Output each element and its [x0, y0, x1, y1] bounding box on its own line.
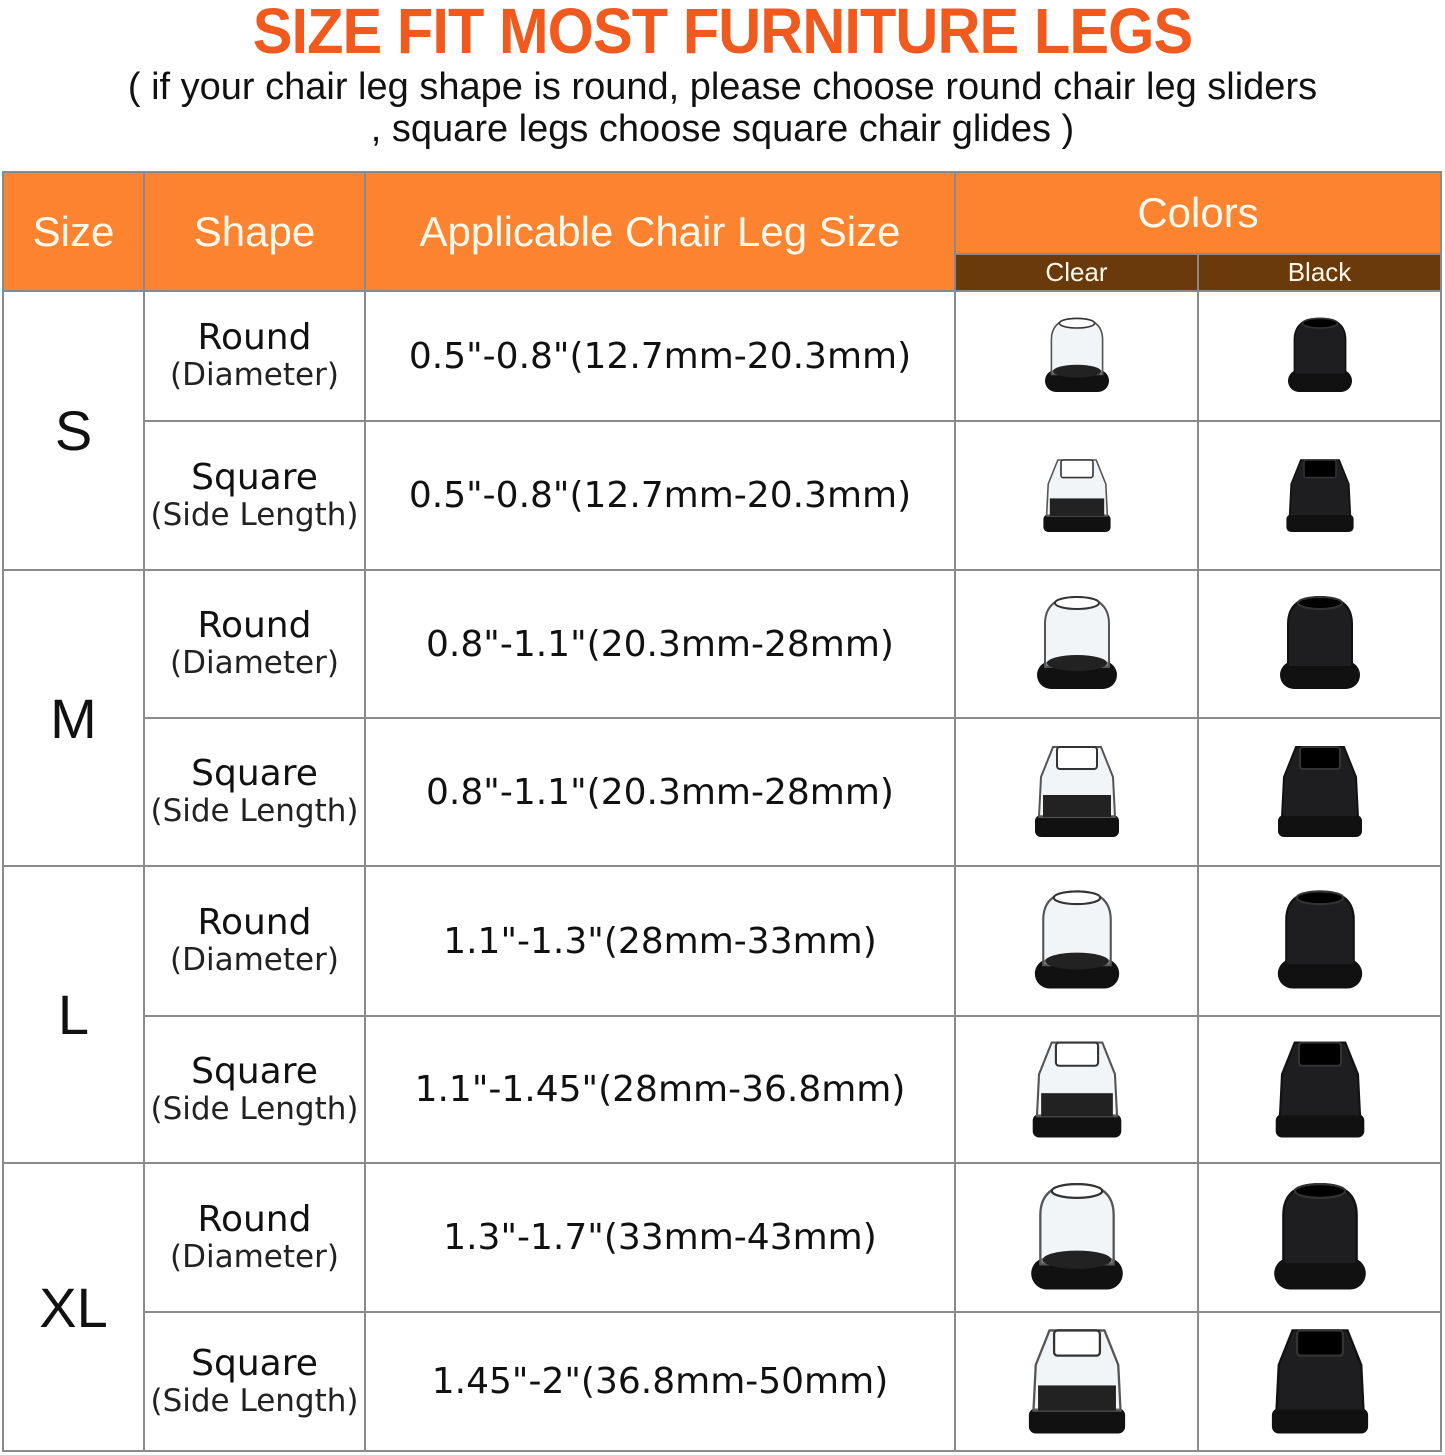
measure-label: (Side Length) [150, 1090, 359, 1127]
black-image-cell [1197, 717, 1442, 867]
header-clear: Clear [954, 253, 1199, 292]
subtitle-line-1: ( if your chair leg shape is round, plea… [127, 66, 1318, 108]
clear-image-cell [954, 1162, 1199, 1313]
round-clear-glide-image [1044, 317, 1109, 392]
round-black-glide-image [1277, 890, 1362, 989]
range-cell: 1.45"-2"(36.8mm-50mm) [364, 1311, 956, 1452]
shape-cell: Round (Diameter) [143, 865, 366, 1017]
table-row: L Round (Diameter) 1.1"-1.3"(28mm-33mm) [2, 865, 1442, 1164]
table-row: Square (Side Length) 0.5"-0.8"(12.7mm-20.3… [3, 420, 1442, 571]
size-cell: S [2, 290, 145, 571]
shape-cell: Square (Side Length) [143, 420, 366, 571]
header-size: Size [2, 171, 145, 292]
table-row: M Round (Diameter) 0.8"-1.1"(20.3mm-28mm) [2, 569, 1442, 867]
shape-label: Round [197, 902, 312, 943]
round-black-glide-image [1287, 317, 1352, 392]
shape-cell: Square (Side Length) [143, 1015, 366, 1164]
range-cell: 0.8"-1.1"(20.3mm-28mm) [364, 569, 956, 719]
range-cell: 0.5"-0.8"(12.7mm-20.3mm) [364, 420, 956, 571]
measure-label: (Side Length) [150, 1382, 359, 1419]
header-colors: Colors [954, 171, 1442, 255]
range-cell: 0.5"-0.8"(12.7mm-20.3mm) [364, 290, 956, 422]
size-chart-table: Size Shape Applicable Chair Leg Size Col… [2, 171, 1442, 1452]
range-cell: 0.8"-1.1"(20.3mm-28mm) [364, 717, 956, 867]
clear-image-cell [954, 290, 1199, 422]
header-applicable-size: Applicable Chair Leg Size [364, 171, 956, 292]
round-black-glide-image [1273, 1182, 1366, 1290]
square-clear-glide-image [1042, 458, 1111, 532]
shape-cell: Round (Diameter) [143, 1162, 366, 1313]
round-clear-glide-image [1030, 1182, 1123, 1290]
table-row: Square (Side Length) 1.45"-2"(36.8mm-50mm) [3, 1311, 1442, 1452]
shape-label: Square [191, 1050, 318, 1092]
shape-label: Round [197, 605, 312, 646]
size-cell: M [2, 569, 145, 867]
black-image-cell [1197, 865, 1442, 1017]
round-black-glide-image [1279, 595, 1360, 689]
shape-label: Round [197, 317, 312, 358]
size-cell: XL [2, 1162, 145, 1452]
black-image-cell [1197, 290, 1442, 422]
black-image-cell [1197, 1162, 1442, 1313]
table-row: XL Round (Diameter) 1.3"-1.7"(33mm-43mm) [2, 1162, 1442, 1452]
range-cell: 1.1"-1.3"(28mm-33mm) [364, 865, 956, 1017]
square-black-glide-image [1277, 746, 1362, 837]
clear-image-cell [954, 569, 1199, 719]
measure-label: (Diameter) [170, 357, 339, 393]
shape-label: Square [191, 753, 318, 794]
page-title: SIZE FIT MOST FURNITURE LEGS [252, 0, 1193, 67]
square-black-glide-image [1275, 1040, 1364, 1137]
clear-image-cell [954, 1015, 1199, 1164]
size-cell: L [2, 865, 145, 1164]
shape-cell: Square (Side Length) [143, 717, 366, 867]
subtitle-line-2: , square legs choose square chair glides… [370, 108, 1075, 150]
shape-cell: Square (Side Length) [143, 1311, 366, 1452]
shape-cell: Round (Diameter) [143, 569, 366, 719]
black-image-cell [1197, 420, 1442, 571]
table-row: S Round (Diameter) 0.5"-0.8"(12.7mm-20.3mm) [2, 290, 1442, 571]
header-shape: Shape [143, 171, 366, 292]
range-cell: 1.3"-1.7"(33mm-43mm) [364, 1162, 956, 1313]
black-image-cell [1197, 1015, 1442, 1164]
black-image-cell [1197, 1311, 1442, 1452]
table-row: Square (Side Length) 0.8"-1.1"(20.3mm-28mm… [3, 717, 1442, 867]
clear-image-cell [954, 865, 1199, 1017]
clear-image-cell [954, 1311, 1199, 1452]
shape-cell: Round (Diameter) [143, 290, 366, 422]
black-image-cell [1197, 569, 1442, 719]
clear-image-cell [954, 717, 1199, 867]
shape-label: Round [197, 1198, 312, 1240]
shape-label: Square [191, 456, 318, 498]
measure-label: (Side Length) [150, 793, 359, 829]
measure-label: (Side Length) [150, 496, 359, 533]
round-clear-glide-image [1036, 595, 1117, 689]
header-black: Black [1197, 253, 1442, 292]
square-clear-glide-image [1032, 1040, 1121, 1137]
square-clear-glide-image [1028, 1328, 1125, 1434]
square-black-glide-image [1271, 1328, 1368, 1434]
clear-image-cell [954, 420, 1199, 571]
square-clear-glide-image [1034, 746, 1119, 837]
table-row: Square (Side Length) 1.1"-1.45"(28mm-36.8m… [3, 1015, 1442, 1164]
square-black-glide-image [1285, 458, 1354, 532]
range-cell: 1.1"-1.45"(28mm-36.8mm) [364, 1015, 956, 1164]
measure-label: (Diameter) [170, 1238, 339, 1275]
measure-label: (Diameter) [170, 942, 339, 978]
round-clear-glide-image [1034, 890, 1119, 989]
measure-label: (Diameter) [170, 645, 339, 681]
shape-label: Square [191, 1342, 318, 1384]
